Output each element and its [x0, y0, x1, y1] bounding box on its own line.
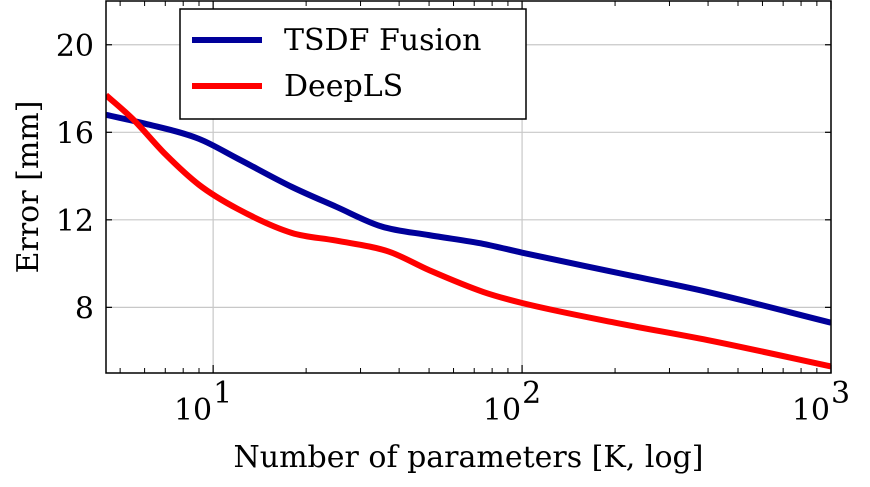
x-tick-exponent: 1	[213, 376, 232, 411]
legend-label-tsdf-fusion: TSDF Fusion	[284, 23, 481, 58]
legend-label-deepls: DeepLS	[284, 69, 403, 104]
y-tick-label: 8	[75, 291, 94, 326]
y-tick-label: 16	[56, 116, 94, 151]
x-tick-base: 10	[174, 393, 212, 428]
x-tick-exponent: 2	[522, 376, 541, 411]
y-tick-labels: 8 12 16 20	[56, 29, 94, 327]
x-tick-labels: 10 1 10 2 10 3	[174, 376, 850, 428]
x-axis-label: Number of parameters [K, log]	[234, 440, 704, 475]
y-tick-label: 20	[56, 29, 94, 64]
series-layer	[106, 92, 831, 370]
x-tick-exponent: 3	[831, 376, 850, 411]
series-line-tsdf-fusion	[106, 111, 831, 326]
plot-frame	[105, 0, 832, 374]
x-tick-label: 10 3	[792, 376, 850, 428]
y-tick-label: 12	[56, 204, 94, 239]
legend: TSDF Fusion DeepLS	[179, 8, 527, 120]
legend-box	[179, 8, 527, 120]
x-tick-label: 10 2	[483, 376, 541, 428]
x-tick-label: 10 1	[174, 376, 232, 428]
x-tick-base: 10	[792, 393, 830, 428]
y-axis-label: Error [mm]	[11, 101, 46, 274]
minor-ticks	[106, 1, 832, 373]
series-line-deepls	[106, 92, 831, 370]
x-tick-base: 10	[483, 393, 521, 428]
